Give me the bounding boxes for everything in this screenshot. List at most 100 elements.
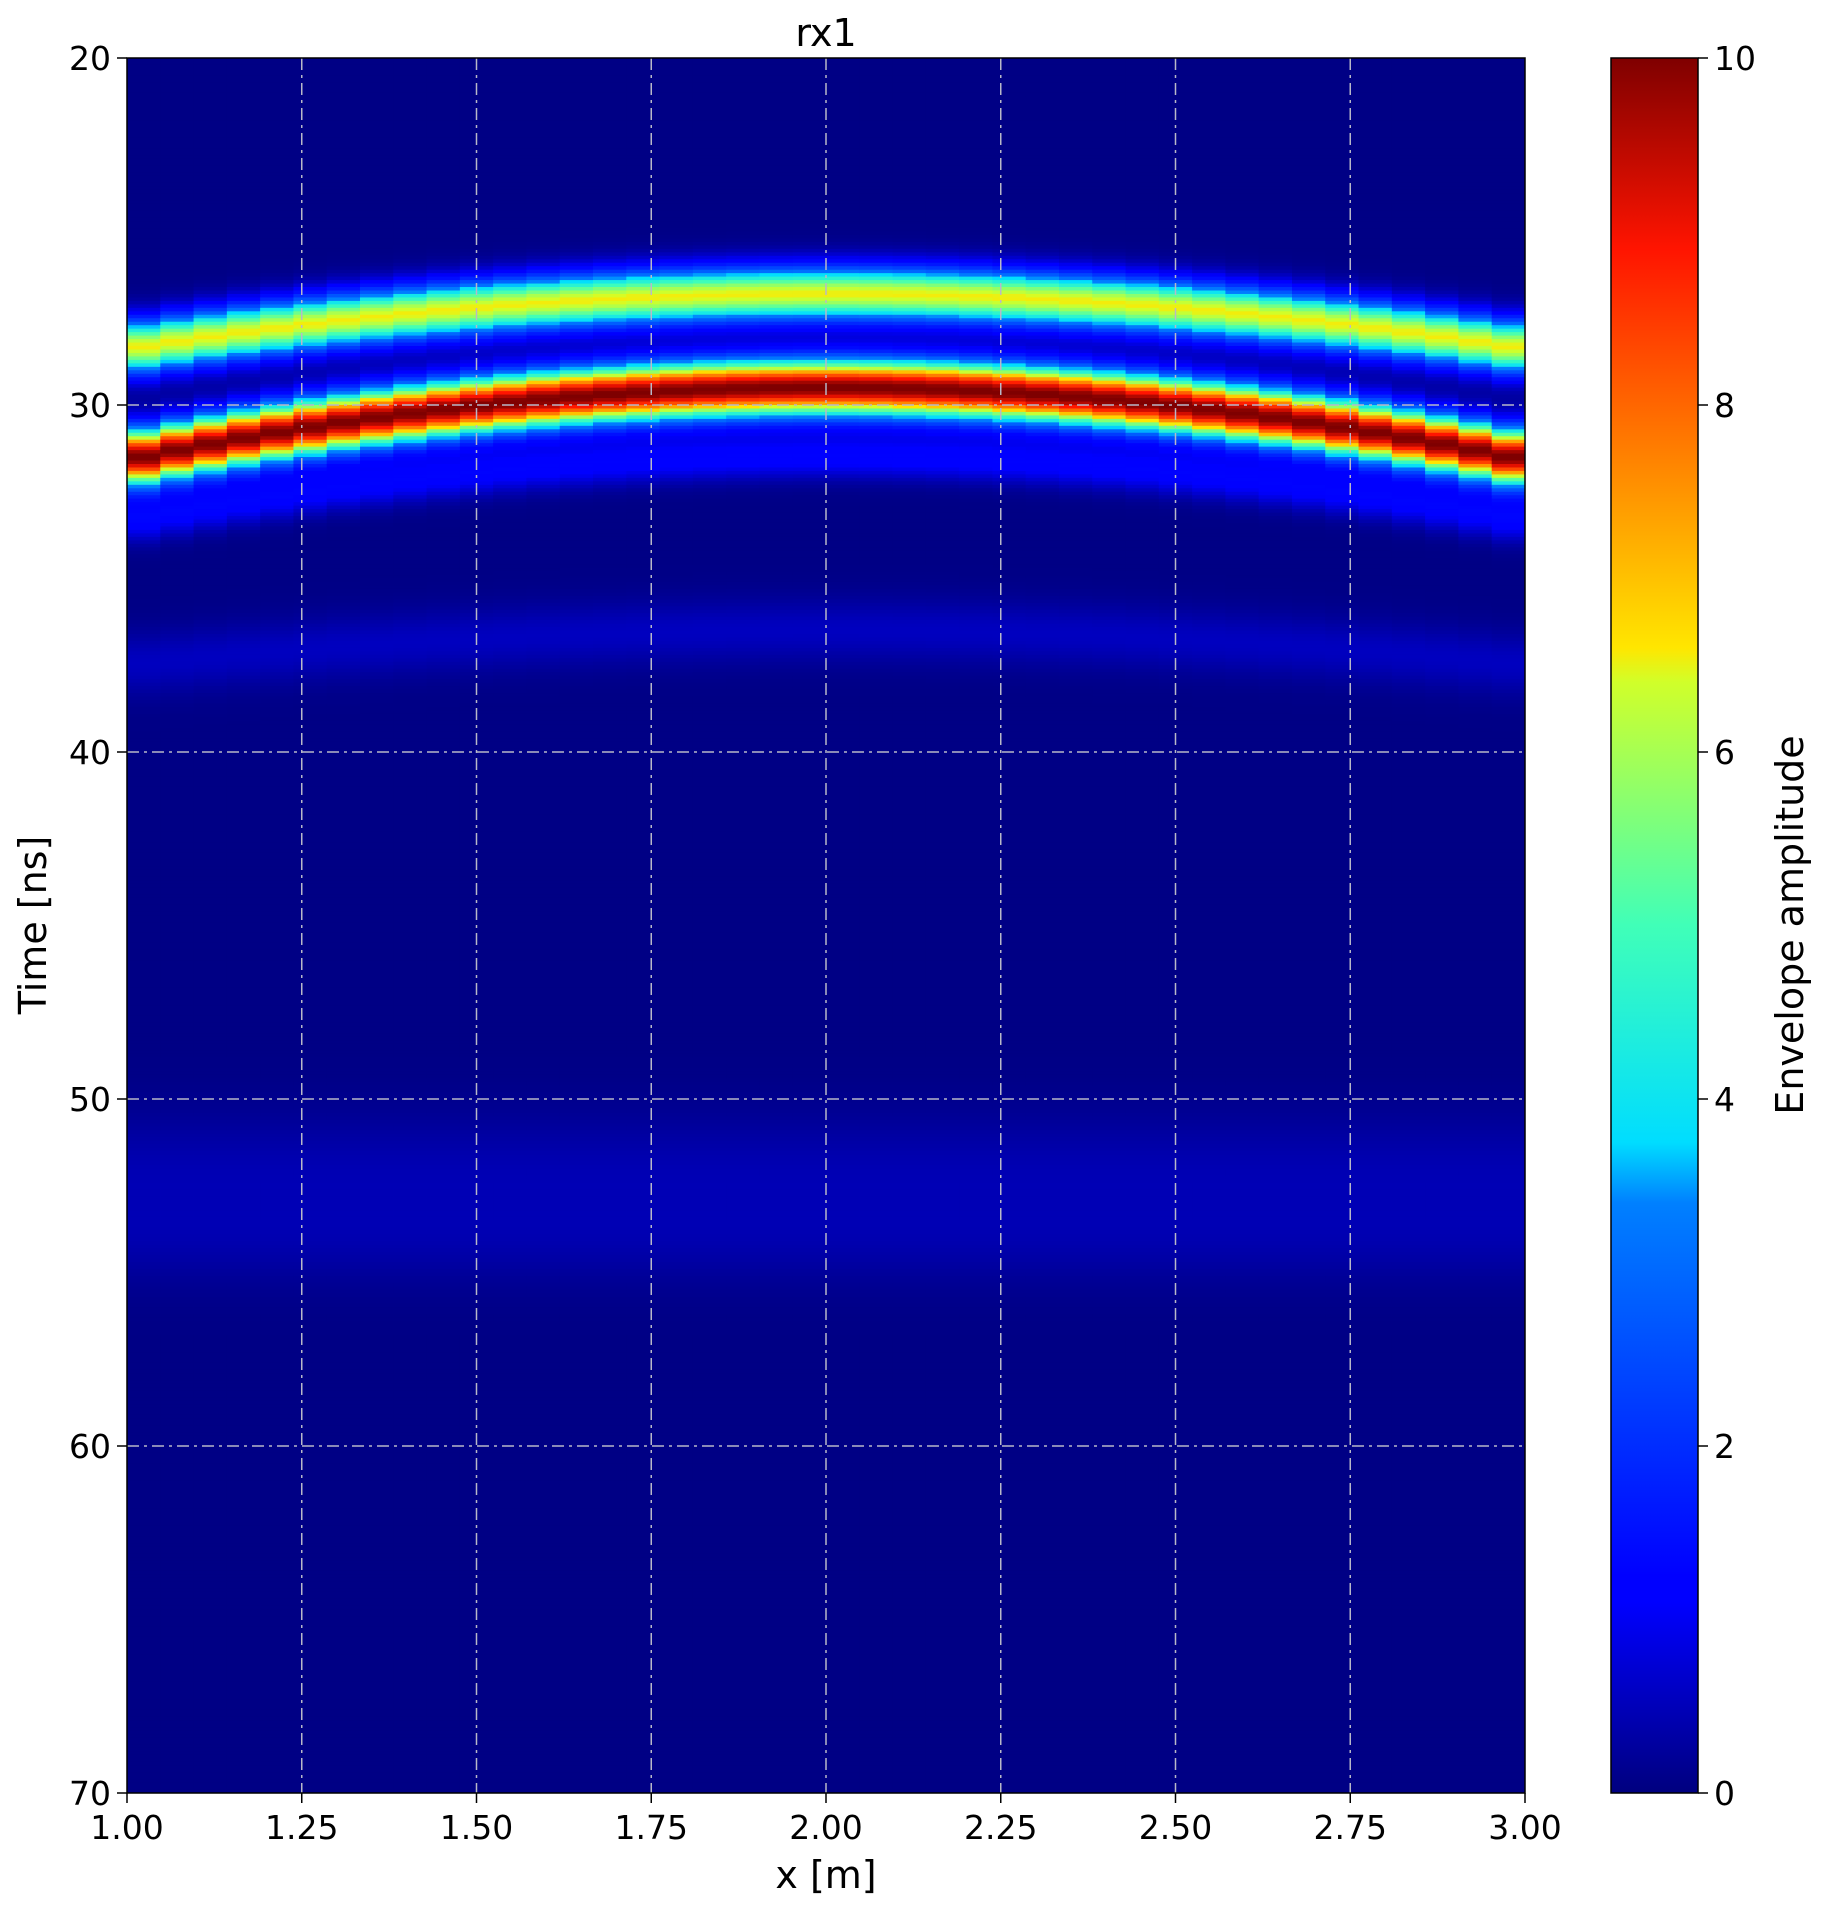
heatmap-cell	[426, 1588, 461, 1593]
heatmap-cell	[293, 991, 328, 996]
heatmap-cell	[160, 724, 195, 729]
heatmap-cell	[360, 1480, 394, 1485]
heatmap-cell	[160, 1348, 195, 1353]
heatmap-cell	[393, 578, 428, 583]
heatmap-cell	[360, 293, 394, 299]
heatmap-cell	[160, 1456, 195, 1461]
heatmap-cell	[127, 85, 161, 90]
heatmap-cell	[226, 779, 261, 784]
heatmap-cell	[326, 738, 361, 743]
heatmap-cell	[260, 1459, 295, 1464]
heatmap-cell	[127, 915, 161, 920]
heatmap-cell	[426, 724, 461, 729]
heatmap-cell	[160, 561, 195, 566]
heatmap-cell	[127, 203, 161, 208]
heatmap-cell	[260, 1383, 295, 1388]
heatmap-cell	[226, 1501, 261, 1506]
heatmap-cell	[193, 1275, 228, 1281]
heatmap-cell	[293, 453, 328, 458]
heatmap-cell	[160, 706, 195, 711]
heatmap-cell	[226, 935, 261, 940]
heatmap-cell	[226, 748, 261, 753]
heatmap-cell	[193, 1099, 228, 1104]
heatmap-cell	[226, 599, 261, 604]
heatmap-cell	[293, 689, 328, 694]
heatmap-cell	[326, 297, 361, 302]
heatmap-cell	[127, 1522, 161, 1527]
heatmap-cell	[426, 856, 461, 861]
heatmap-cell	[160, 536, 195, 541]
heatmap-cell	[226, 1095, 261, 1100]
heatmap-cell	[193, 873, 228, 878]
heatmap-cell	[193, 620, 228, 625]
heatmap-cell	[127, 588, 161, 593]
heatmap-cell	[426, 835, 461, 840]
heatmap-cell	[326, 370, 361, 375]
heatmap-cell	[360, 1095, 394, 1100]
heatmap-cell	[293, 1446, 328, 1451]
heatmap-cell	[260, 1560, 295, 1565]
heatmap-cell	[326, 859, 361, 864]
heatmap-cell	[193, 1206, 228, 1211]
heatmap-cell	[226, 1650, 261, 1655]
heatmap-cell	[426, 1470, 461, 1475]
heatmap-cell	[360, 304, 394, 309]
heatmap-cell	[393, 699, 428, 705]
heatmap-cell	[260, 1775, 295, 1780]
heatmap-cell	[127, 873, 161, 878]
heatmap-cell	[193, 1026, 228, 1031]
heatmap-cell	[226, 734, 261, 739]
heatmap-cell	[160, 1262, 195, 1267]
heatmap-cell	[426, 1439, 461, 1444]
heatmap-cell	[360, 366, 394, 371]
heatmap-cell	[393, 1036, 428, 1041]
heatmap-cell	[393, 845, 428, 850]
heatmap-cell	[226, 1119, 261, 1124]
heatmap-cell	[160, 1688, 195, 1693]
heatmap-cell	[326, 640, 361, 646]
heatmap-cell	[127, 470, 161, 475]
heatmap-cell	[260, 512, 295, 517]
heatmap-cell	[426, 1022, 461, 1027]
heatmap-cell	[360, 1223, 394, 1228]
heatmap-cell	[393, 509, 428, 514]
heatmap-cell	[226, 1105, 261, 1111]
heatmap-cell	[326, 1414, 361, 1419]
heatmap-cell	[127, 1744, 161, 1749]
heatmap-cell	[293, 568, 328, 573]
heatmap-cell	[293, 78, 328, 83]
heatmap-cell	[293, 467, 328, 472]
heatmap-cell	[326, 349, 361, 354]
heatmap-cell	[127, 1747, 161, 1752]
heatmap-cell	[226, 623, 261, 628]
heatmap-cell	[426, 1459, 461, 1464]
heatmap-cell	[193, 248, 228, 253]
heatmap-cell	[426, 113, 461, 118]
heatmap-cell	[393, 314, 428, 319]
heatmap-cell	[160, 1671, 195, 1676]
heatmap-cell	[293, 928, 328, 934]
heatmap-cell	[293, 904, 328, 909]
heatmap-cell	[426, 1734, 461, 1739]
heatmap-cell	[293, 828, 328, 833]
heatmap-cell	[193, 1345, 228, 1350]
heatmap-cell	[127, 1532, 161, 1537]
heatmap-cell	[360, 165, 394, 170]
heatmap-cell	[193, 915, 228, 920]
heatmap-cell	[426, 1033, 461, 1038]
heatmap-cell	[293, 1442, 328, 1447]
heatmap-cell	[360, 1425, 394, 1430]
heatmap-cell	[360, 1768, 394, 1773]
heatmap-cell	[426, 1487, 461, 1492]
heatmap-cell	[426, 1546, 461, 1551]
heatmap-cell	[326, 463, 361, 469]
heatmap-cell	[360, 401, 394, 406]
heatmap-cell	[293, 262, 328, 267]
heatmap-cell	[160, 151, 195, 156]
heatmap-cell	[226, 1362, 261, 1367]
heatmap-cell	[393, 352, 428, 358]
heatmap-cell	[127, 245, 161, 250]
heatmap-cell	[393, 1480, 428, 1485]
heatmap-cell	[226, 1598, 261, 1603]
heatmap-cell	[393, 1157, 428, 1163]
